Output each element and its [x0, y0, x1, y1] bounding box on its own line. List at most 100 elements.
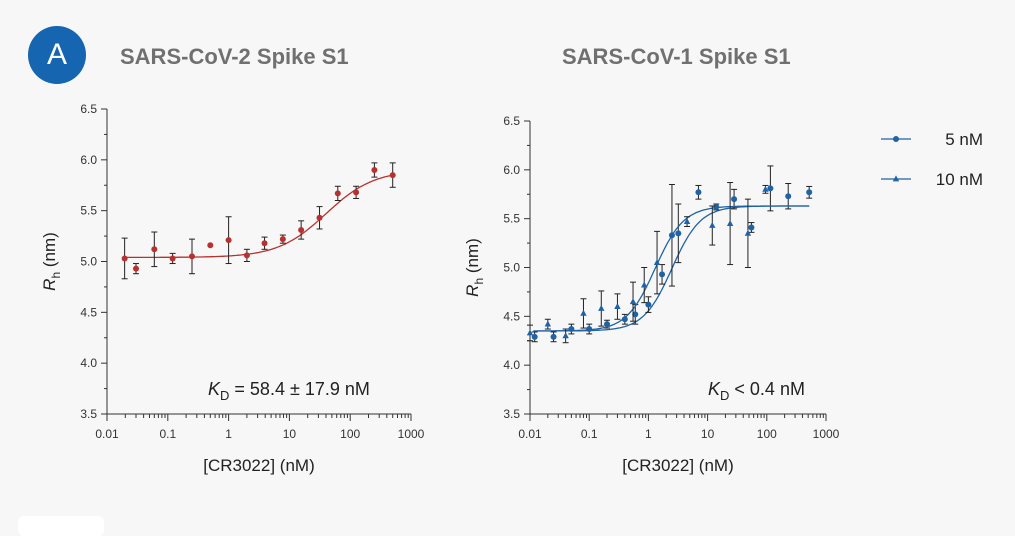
data-point-circle [675, 230, 682, 237]
kd-subscript: D [720, 388, 729, 403]
data-point-circle [586, 326, 593, 333]
data-point-circle [225, 237, 232, 244]
data-point-triangle [526, 329, 534, 336]
kd-value: = 58.4 ± 17.9 nM [229, 379, 369, 399]
y-axis-label-main: R [463, 285, 482, 297]
data-point-triangle [653, 259, 661, 266]
data-point-triangle [726, 219, 734, 226]
y-tick-label: 5.5 [503, 212, 520, 226]
y-axis-label: Rh (nm) [463, 238, 486, 297]
x-tick-label: 10 [283, 427, 297, 441]
x-tick-label: 1000 [398, 427, 425, 441]
kd-annotation: KD < 0.4 nM [708, 379, 805, 403]
data-point-circle [748, 224, 755, 231]
kd-value: < 0.4 nM [729, 379, 805, 399]
kd-symbol: K [708, 379, 721, 399]
data-point-circle [806, 189, 813, 196]
y-axis-label-sub: h [49, 272, 63, 279]
fit-curve [123, 174, 394, 259]
data-point-circle [316, 214, 323, 221]
data-point-circle [121, 255, 128, 262]
y-tick-label: 4.0 [503, 358, 520, 372]
data-point-triangle [580, 309, 587, 316]
corner-tab [18, 516, 104, 536]
kd-subscript: D [220, 388, 229, 403]
y-tick-label: 5.0 [80, 255, 97, 269]
x-tick-label: 100 [757, 427, 777, 441]
series-10-nm [526, 182, 810, 344]
data-point-triangle [598, 304, 605, 311]
data-point-circle [279, 236, 286, 243]
chart-title-right: SARS-CoV-1 Spike S1 [562, 44, 791, 69]
legend-label: 10 nM [936, 170, 983, 189]
data-point-circle [207, 242, 214, 249]
data-point-circle [353, 189, 360, 196]
y-tick-label: 5.0 [503, 261, 520, 275]
x-tick-label: 100 [340, 427, 360, 441]
y-tick-label: 6.5 [503, 114, 520, 128]
data-point-triangle [562, 332, 569, 339]
data-point-circle [261, 240, 268, 247]
legend-marker-triangle [892, 175, 900, 182]
data-point-circle [621, 316, 628, 323]
data-point-circle [133, 265, 140, 272]
kd-symbol: K [208, 379, 221, 399]
legend-marker-circle [893, 136, 899, 142]
fit-curve [533, 205, 810, 332]
data-point-circle [188, 253, 195, 260]
x-tick-label: 0.01 [95, 427, 119, 441]
data-point-triangle [762, 185, 769, 192]
y-axis-label: Rh (nm) [40, 232, 63, 291]
chart-2: 3.5 4.0 4.5 5.0 5.5 6.0 6.5 0.01 0.1 1 10 100 1000 [C… [463, 114, 983, 475]
x-tick-label: 0.01 [518, 427, 542, 441]
panel-badge: A [28, 26, 86, 84]
chart-title-left: SARS-CoV-2 Spike S1 [120, 44, 349, 69]
data-point-triangle [614, 302, 621, 309]
data-point-circle [550, 333, 557, 340]
data-point-circle [531, 333, 538, 340]
data-point-triangle [629, 298, 637, 305]
x-tick-label: 10 [701, 427, 715, 441]
y-tick-label: 6.5 [80, 102, 97, 116]
data-point-circle [632, 311, 639, 318]
chart-1: 3.5 4.0 4.5 5.0 5.5 6.0 6.5 0.01 0.1 1 10 100 1000 [C… [40, 102, 425, 475]
panel-label: A [46, 38, 67, 71]
x-axis-label: [CR3022] (nM) [203, 456, 314, 475]
data-point-circle [767, 185, 774, 192]
data-point-circle [731, 196, 738, 203]
data-point-circle [604, 321, 611, 328]
y-tick-label: 3.5 [503, 407, 520, 421]
y-tick-label: 3.5 [80, 407, 97, 421]
data-point-circle [334, 190, 341, 197]
legend-label: 5 nM [945, 130, 983, 149]
y-axis-label-main: R [40, 279, 59, 291]
data-point-circle [371, 167, 378, 173]
series-sars-cov-2 [121, 162, 396, 280]
y-tick-label: 5.5 [80, 204, 97, 218]
x-tick-label: 1000 [813, 427, 840, 441]
x-tick-label: 1 [645, 427, 652, 441]
data-point-circle [169, 255, 176, 262]
series-5-nm [531, 165, 813, 343]
y-axis-label-unit: (nm) [40, 232, 59, 272]
fit-curve [533, 205, 810, 332]
x-tick-label: 1 [225, 427, 232, 441]
data-point-triangle [641, 281, 648, 288]
legend: 5 nM 10 nM [881, 130, 983, 189]
data-point-circle [243, 252, 250, 259]
y-axis-label-sub: h [472, 278, 486, 285]
kd-annotation: KD = 58.4 ± 17.9 nM [208, 379, 370, 403]
y-axis-label-unit: (nm) [463, 238, 482, 278]
x-tick-label: 0.1 [159, 427, 176, 441]
data-point-triangle [744, 229, 752, 236]
data-point-triangle [683, 217, 691, 224]
y-tick-label: 4.0 [80, 356, 97, 370]
x-axis-label: [CR3022] (nM) [622, 456, 733, 475]
x-tick-label: 0.1 [581, 427, 598, 441]
data-point-triangle [709, 221, 716, 228]
y-tick-label: 4.5 [80, 305, 97, 319]
data-point-circle [785, 193, 792, 200]
y-tick-label: 4.5 [503, 309, 520, 323]
